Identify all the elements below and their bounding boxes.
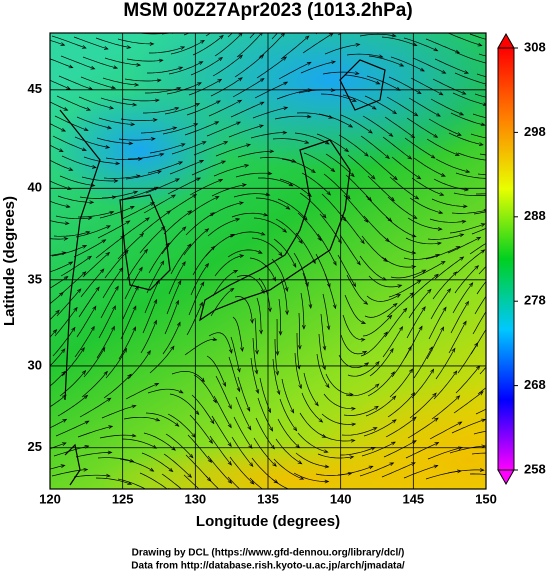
y-tick-label: 30 [28, 357, 42, 372]
colorbar-tick-label: 288 [524, 208, 546, 223]
plot-frame [49, 32, 487, 490]
x-tick-label: 125 [112, 491, 134, 506]
x-tick-label: 130 [184, 491, 206, 506]
x-tick-label: 135 [257, 491, 279, 506]
x-tick-label: 145 [402, 491, 424, 506]
colorbar-tick-label: 278 [524, 293, 546, 308]
colorbar-tick-label: 268 [524, 377, 546, 392]
credit: Drawing by DCL (https://www.gfd-dennou.o… [132, 548, 405, 559]
colorbar-tick-label: 258 [524, 461, 546, 476]
y-axis-label: Latitude (degrees) [1, 196, 18, 326]
colorbar-tick-label: 298 [524, 124, 546, 139]
credit: Data from http://database.rish.kyoto-u.a… [131, 561, 405, 572]
y-tick-label: 40 [28, 180, 42, 195]
y-tick-label: 35 [28, 271, 42, 286]
y-tick-label: 25 [28, 439, 42, 454]
colorbar-tick-label: 308 [524, 39, 546, 54]
colorbar [497, 47, 515, 471]
field [50, 33, 486, 489]
colorbar-extend [497, 469, 515, 486]
x-tick-label: 120 [39, 491, 61, 506]
chart-title: MSM 00Z27Apr2023 (1013.2hPa) [123, 0, 412, 21]
x-tick-label: 140 [330, 491, 352, 506]
x-tick-label: 150 [475, 491, 497, 506]
y-tick-label: 45 [28, 81, 42, 96]
colorbar-extend [497, 32, 515, 49]
x-axis-label: Longitude (degrees) [196, 513, 340, 530]
